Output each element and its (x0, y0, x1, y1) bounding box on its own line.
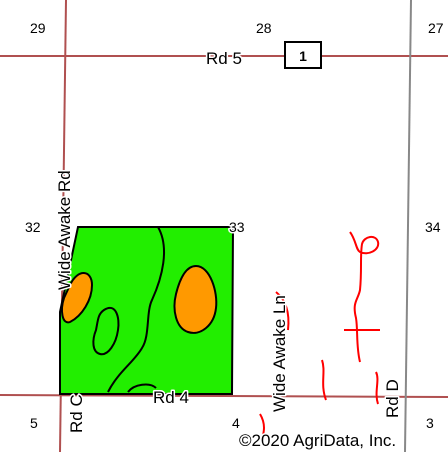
stream-6 (259, 413, 265, 441)
soil-boundary-inner (92, 307, 120, 356)
road-label-wide-awake-rd: Wide Awake Rd (55, 170, 74, 290)
soil-boundary-main (107, 226, 165, 393)
soil-patch-west (61, 272, 94, 324)
copyright-notice: ©2020 AgriData, Inc. (239, 431, 396, 450)
section-number-ne: 27 (428, 20, 444, 36)
route-shield-number: 1 (299, 48, 307, 64)
section-numbers: 29 28 27 32 33 34 5 4 3 (24, 19, 446, 433)
soil-boundary-south (127, 383, 157, 393)
road-label-rd4: Rd 4 (153, 388, 189, 407)
section-number-w: 32 (25, 219, 41, 235)
section-number-n: 28 (256, 20, 272, 36)
section-number-nw: 29 (30, 20, 46, 36)
streams (259, 231, 380, 441)
road-rd4-line (0, 394, 448, 398)
section-number-e: 34 (425, 219, 441, 235)
road-label-rd-c: Rd C (67, 394, 86, 433)
stream-5 (275, 291, 290, 331)
soil-boundaries (92, 226, 165, 393)
section-number-center: 33 (229, 219, 245, 235)
road-label-wide-awake-ln: Wide Awake Ln (270, 295, 289, 412)
section-number-sw: 5 (30, 415, 38, 431)
stream-1 (349, 231, 380, 363)
section-line-east (404, 0, 412, 452)
section-number-se: 3 (426, 415, 434, 431)
stream-4 (375, 371, 379, 405)
soil-patch-east (173, 264, 218, 334)
road-label-rd-d: Rd D (383, 379, 402, 418)
section-number-s: 4 (232, 415, 240, 431)
stream-3 (321, 359, 327, 401)
road-label-rd5: Rd 5 (206, 49, 242, 68)
route-shield: 1 (284, 41, 322, 69)
